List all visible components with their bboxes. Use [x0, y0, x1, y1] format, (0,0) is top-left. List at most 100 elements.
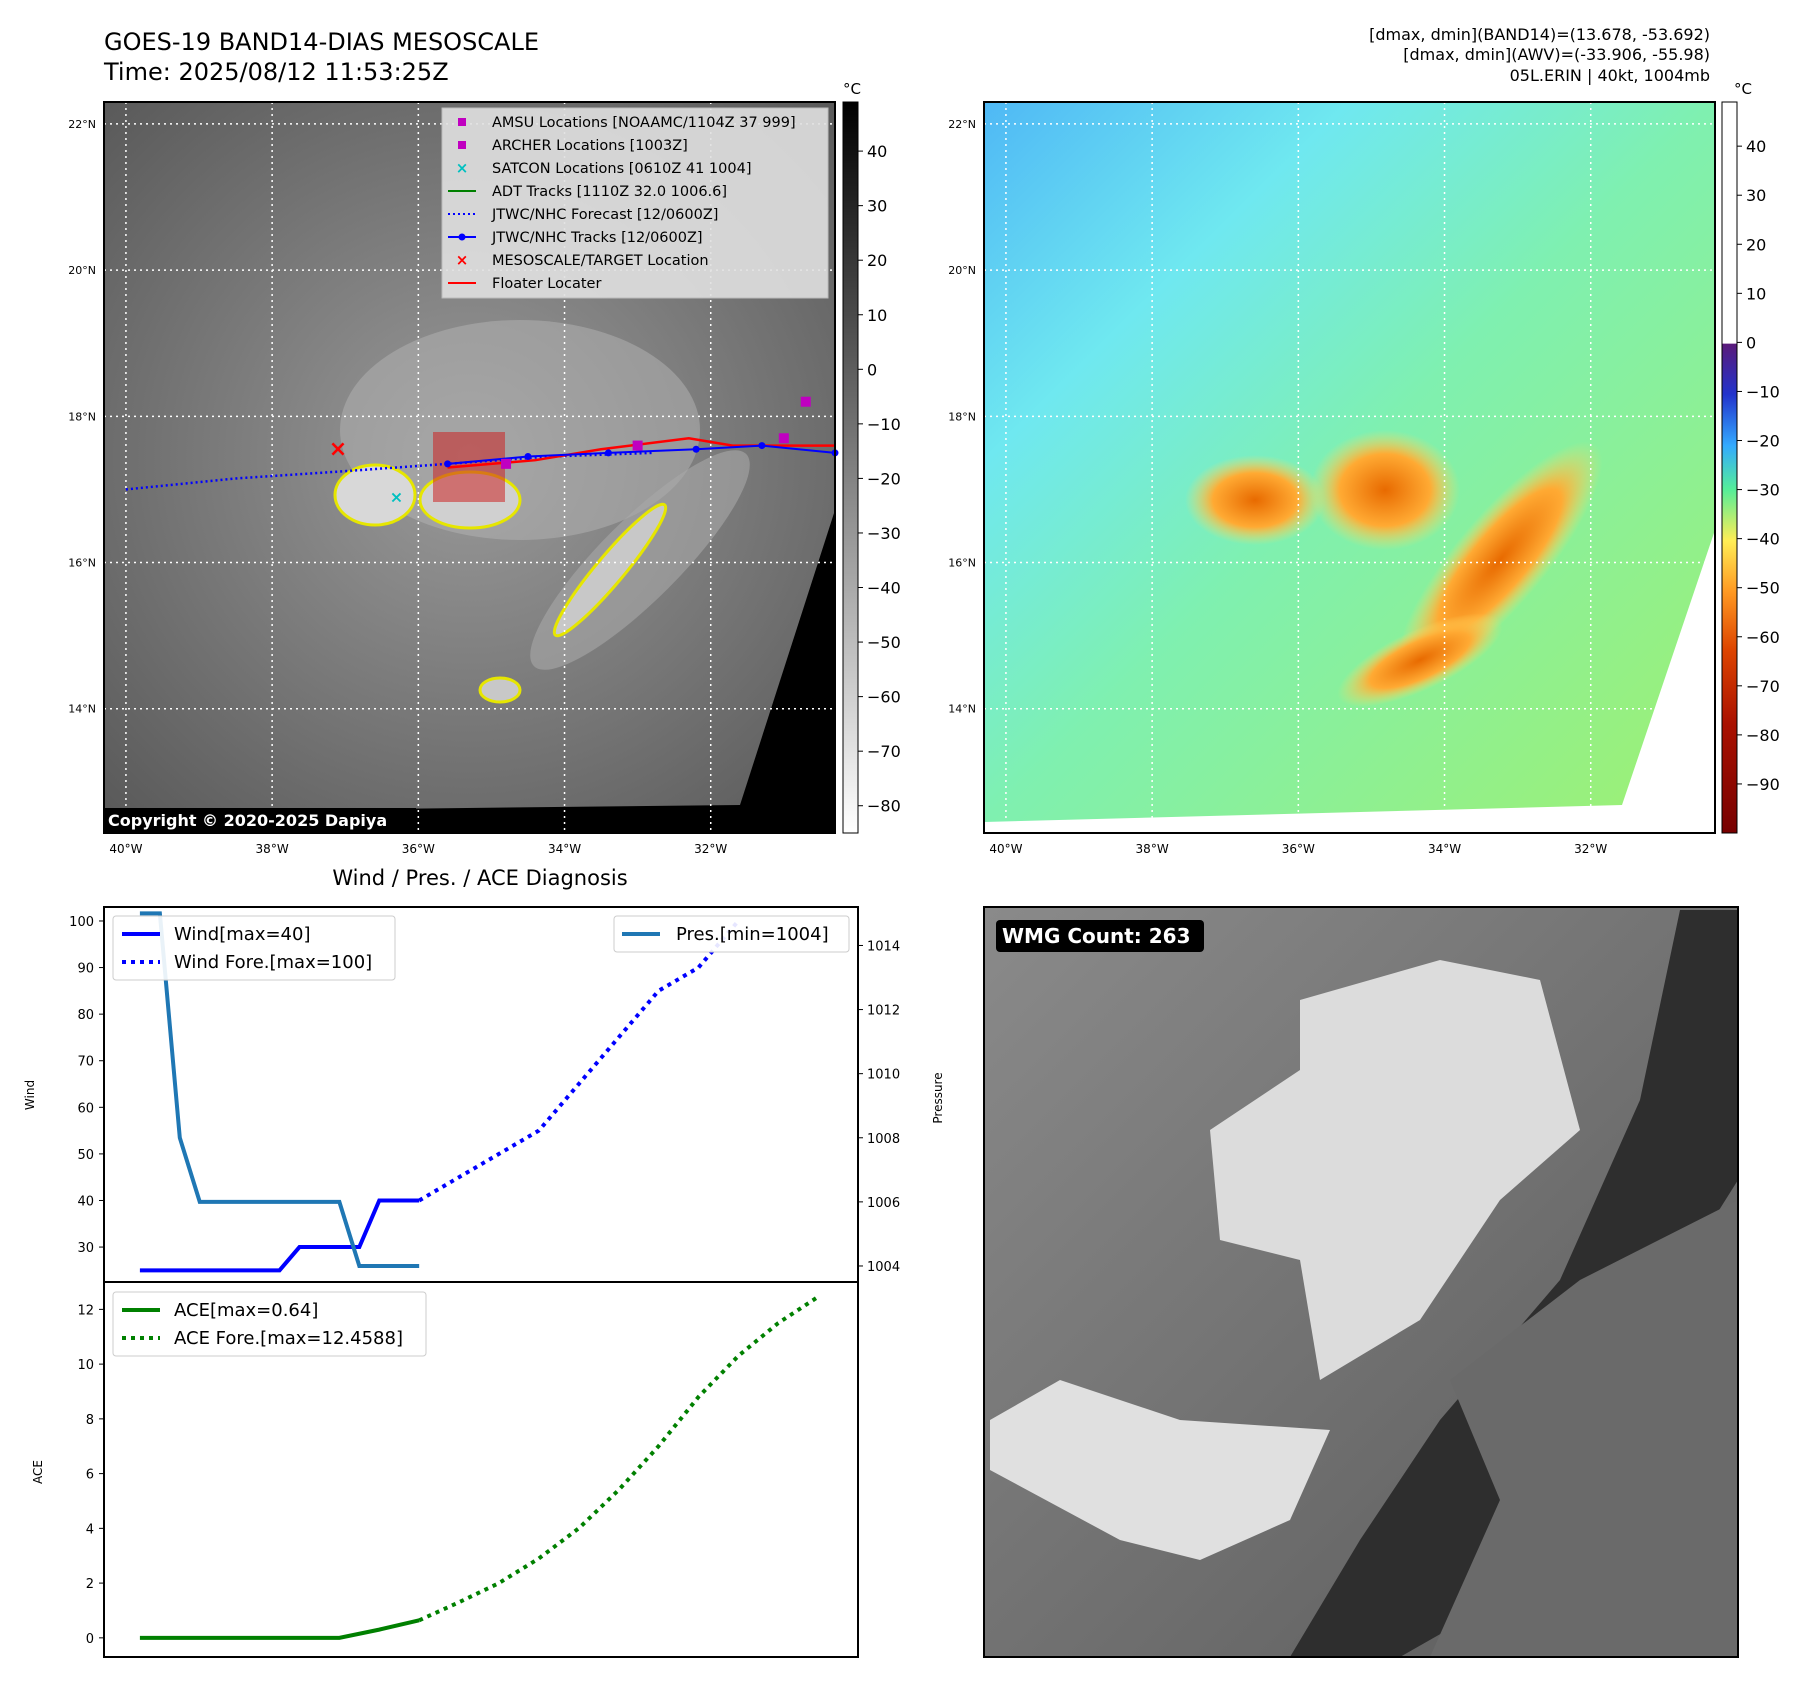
lon-tick-label: 36°W — [402, 842, 435, 856]
archer-location-marker — [778, 433, 789, 444]
ace-tick-label: 10 — [77, 1358, 94, 1373]
wmg-badge-box — [996, 920, 1204, 952]
ir-colorbar: °C 40 30 20 10 0 −10 −20 −30 −40 −50 −60 −70 −80 — [842, 80, 901, 834]
colorbar-tick-label: −40 — [867, 579, 901, 598]
ir-cold-top-south — [478, 676, 522, 704]
amsu-location-marker — [800, 396, 811, 407]
colorbar-tick-label: 30 — [1746, 186, 1766, 205]
lon-tick-label: 40°W — [989, 842, 1022, 856]
best-track-point — [444, 460, 452, 468]
lat-tick-label: 16°N — [68, 557, 96, 570]
ace-line — [139, 1618, 420, 1640]
legend-entry-label: MESOSCALE/TARGET Location — [492, 253, 709, 269]
archer-location-marker — [632, 440, 643, 451]
lon-tick-label: 32°W — [1574, 842, 1607, 856]
colorbar-tick-label: −80 — [1746, 726, 1780, 745]
wind-tick-label: 100 — [69, 915, 94, 930]
lon-tick-label: 36°W — [1282, 842, 1315, 856]
ir-map-panel: ×× Copyright © 2020-2025 Dapiya AMSU Loc… — [103, 101, 839, 834]
lat-tick-label: 18°N — [68, 410, 96, 423]
wmg-badge-text: WMG Count: 263 — [1002, 924, 1191, 948]
wind-tick-label: 40 — [77, 1194, 94, 1209]
ace-series-group — [139, 1295, 820, 1640]
wv-frame — [983, 101, 1716, 834]
wmg-frame — [983, 906, 1739, 1658]
wind-tick-label: 90 — [77, 962, 94, 977]
colorbar-tick-label: 30 — [867, 197, 887, 216]
pressure-tick-label: 1010 — [867, 1068, 900, 1083]
wmg-mid-region-southeast — [1430, 1200, 1738, 1657]
colorbar-tick-label: −70 — [867, 742, 901, 761]
pressure-tick-label: 1014 — [867, 939, 900, 954]
legend-marker-square — [458, 141, 466, 149]
wv-gridlines — [984, 102, 1715, 833]
colorbar-tick-label: 40 — [1746, 137, 1766, 156]
wv-cold-core-west — [1185, 455, 1325, 545]
ir-frame — [103, 101, 836, 834]
copyright-box — [104, 808, 416, 833]
wmg-bright-region-west — [990, 1380, 1330, 1560]
lat-tick-label: 20°N — [948, 264, 976, 277]
wind-legend-label: Wind[max=40] — [174, 924, 311, 945]
colorbar-tick-label: 20 — [1746, 235, 1766, 254]
colorbar-tick-label: 10 — [1746, 284, 1766, 303]
lon-tick-label: 38°W — [1136, 842, 1169, 856]
ir-legend-box — [441, 107, 829, 299]
best-track-point — [758, 442, 766, 450]
ace-axis-ticks: 0 2 4 6 8 10 12 — [77, 1303, 104, 1647]
lat-tick-label: 14°N — [948, 703, 976, 716]
wv-map-panel — [983, 101, 1716, 834]
pressure-tick-label: 1012 — [867, 1004, 900, 1019]
colorbar-tick-label: −50 — [867, 633, 901, 652]
wind-tick-label: 50 — [77, 1148, 94, 1163]
legend-marker-dot — [458, 233, 466, 241]
wv-colorbar-ramp — [1721, 101, 1738, 834]
legend-entry-label: JTWC/NHC Tracks [12/0600Z] — [491, 230, 703, 246]
copyright-text: Copyright © 2020-2025 Dapiya — [108, 811, 387, 830]
archer-location-marker — [501, 458, 512, 469]
best-track-point — [692, 445, 700, 453]
ace-legend: ACE[max=0.64] ACE Fore.[max=12.4588] — [112, 1291, 427, 1357]
pressure-tick-label: 1004 — [867, 1260, 900, 1275]
stats-line2: [dmax, dmin](AWV)=(-33.906, -55.98) — [1403, 45, 1710, 64]
wind-tick-label: 80 — [77, 1008, 94, 1023]
legend-entry-label: SATCON Locations [0610Z 41 1004] — [492, 161, 751, 177]
figure-title-line2: Time: 2025/08/12 11:53:25Z — [103, 58, 449, 86]
ir-cold-top-band — [552, 502, 668, 638]
lat-tick-label: 18°N — [948, 410, 976, 423]
figure-title-line1: GOES-19 BAND14-DIAS MESOSCALE — [104, 28, 539, 56]
forecast-track-line — [125, 451, 653, 491]
pressure-legend: Pres.[min=1004] — [613, 915, 850, 953]
wind-legend-label: Wind Fore.[max=100] — [174, 952, 372, 973]
stats-line1: [dmax, dmin](BAND14)=(13.678, -53.692) — [1369, 25, 1710, 44]
ir-axis-labels: 22°N 20°N 18°N 16°N 14°N 40°W 38°W 36°W 34°W 32°W — [68, 118, 727, 856]
wind-pressure-chart: 30 40 50 60 70 80 90 100 1004 1006 1008 1010 1012 101… — [23, 906, 945, 1283]
pressure-line — [139, 911, 420, 1268]
lon-tick-label: 34°W — [548, 842, 581, 856]
lat-tick-label: 22°N — [68, 118, 96, 131]
lon-tick-label: 32°W — [694, 842, 727, 856]
wind-axis-ticks: 30 40 50 60 70 80 90 100 1004 1006 1008 1010 1012 101… — [69, 915, 900, 1275]
colorbar-tick-label: −60 — [867, 688, 901, 707]
lon-tick-label: 34°W — [1428, 842, 1461, 856]
wmg-panel: WMG Count: 263 — [983, 906, 1739, 1658]
colorbar-tick-label: −60 — [1746, 628, 1780, 647]
wind-tick-label: 30 — [77, 1241, 94, 1256]
wind-axis-label: Wind — [23, 1080, 37, 1110]
wv-cold-core-south — [1337, 613, 1503, 707]
ir-colorbar-ramp — [842, 101, 859, 834]
best-track-point — [524, 453, 532, 461]
colorbar-tick-label: −20 — [867, 469, 901, 488]
colorbar-tick-label: 0 — [867, 360, 877, 379]
wv-colorbar: °C 40 30 20 10 0 −10 −20 −30 −40 −50 −60 −70 −80 −90 — [1721, 80, 1780, 834]
wind-series-group — [139, 911, 740, 1273]
ace-forecast-line — [418, 1295, 820, 1623]
floater-box — [433, 432, 505, 502]
pressure-tick-label: 1008 — [867, 1132, 900, 1147]
pressure-axis-label: Pressure — [931, 1072, 945, 1123]
ace-tick-label: 12 — [77, 1303, 94, 1318]
colorbar-tick-label: −30 — [867, 524, 901, 543]
lon-tick-label: 40°W — [109, 842, 142, 856]
wind-line — [139, 1198, 420, 1273]
pressure-legend-box — [613, 915, 850, 953]
